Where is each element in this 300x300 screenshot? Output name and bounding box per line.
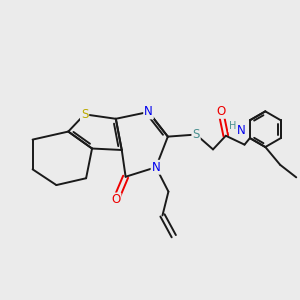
Text: H: H <box>229 121 236 131</box>
Text: N: N <box>144 106 153 118</box>
Text: N: N <box>152 161 160 174</box>
Text: S: S <box>192 128 200 141</box>
Text: S: S <box>81 108 88 121</box>
Text: O: O <box>111 194 120 206</box>
Text: O: O <box>216 105 225 118</box>
Text: N: N <box>237 124 246 136</box>
